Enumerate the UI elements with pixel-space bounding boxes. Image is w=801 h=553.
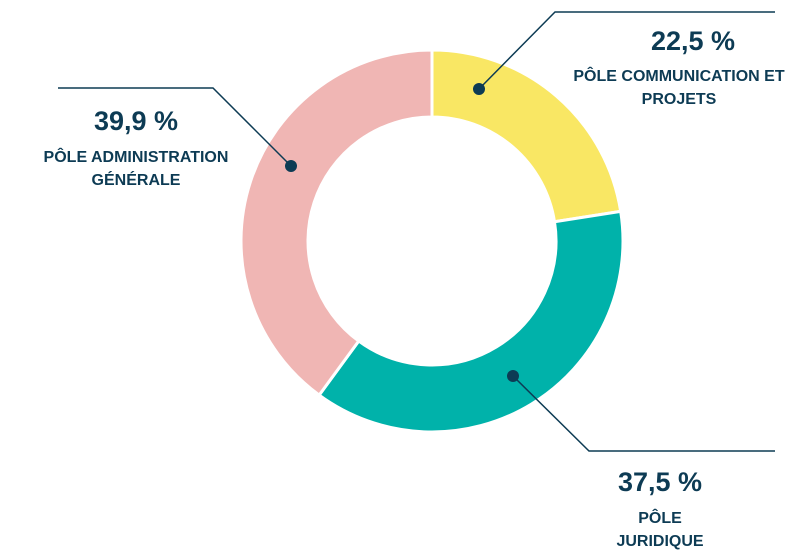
leader-dot: [507, 370, 519, 382]
category-label: PÔLE ADMINISTRATION GÉNÉRALE: [43, 149, 229, 189]
leaders: [58, 11, 775, 452]
value-label: 22,5 %: [650, 26, 736, 56]
category-label: PÔLE JURIDIQUE: [616, 510, 704, 550]
value-label: 37,5 %: [617, 467, 703, 497]
leader-line: [478, 11, 775, 90]
leader-dots: [285, 83, 519, 382]
slice: [239, 48, 434, 398]
leader-line: [512, 375, 775, 452]
leader-dot: [473, 83, 485, 95]
value-label: 39,9 %: [93, 106, 179, 136]
category-label: PÔLE COMMUNICATION ET PROJETS: [573, 68, 785, 108]
leader-line: [58, 87, 292, 167]
slice: [317, 209, 625, 434]
leader-dot: [285, 160, 297, 172]
